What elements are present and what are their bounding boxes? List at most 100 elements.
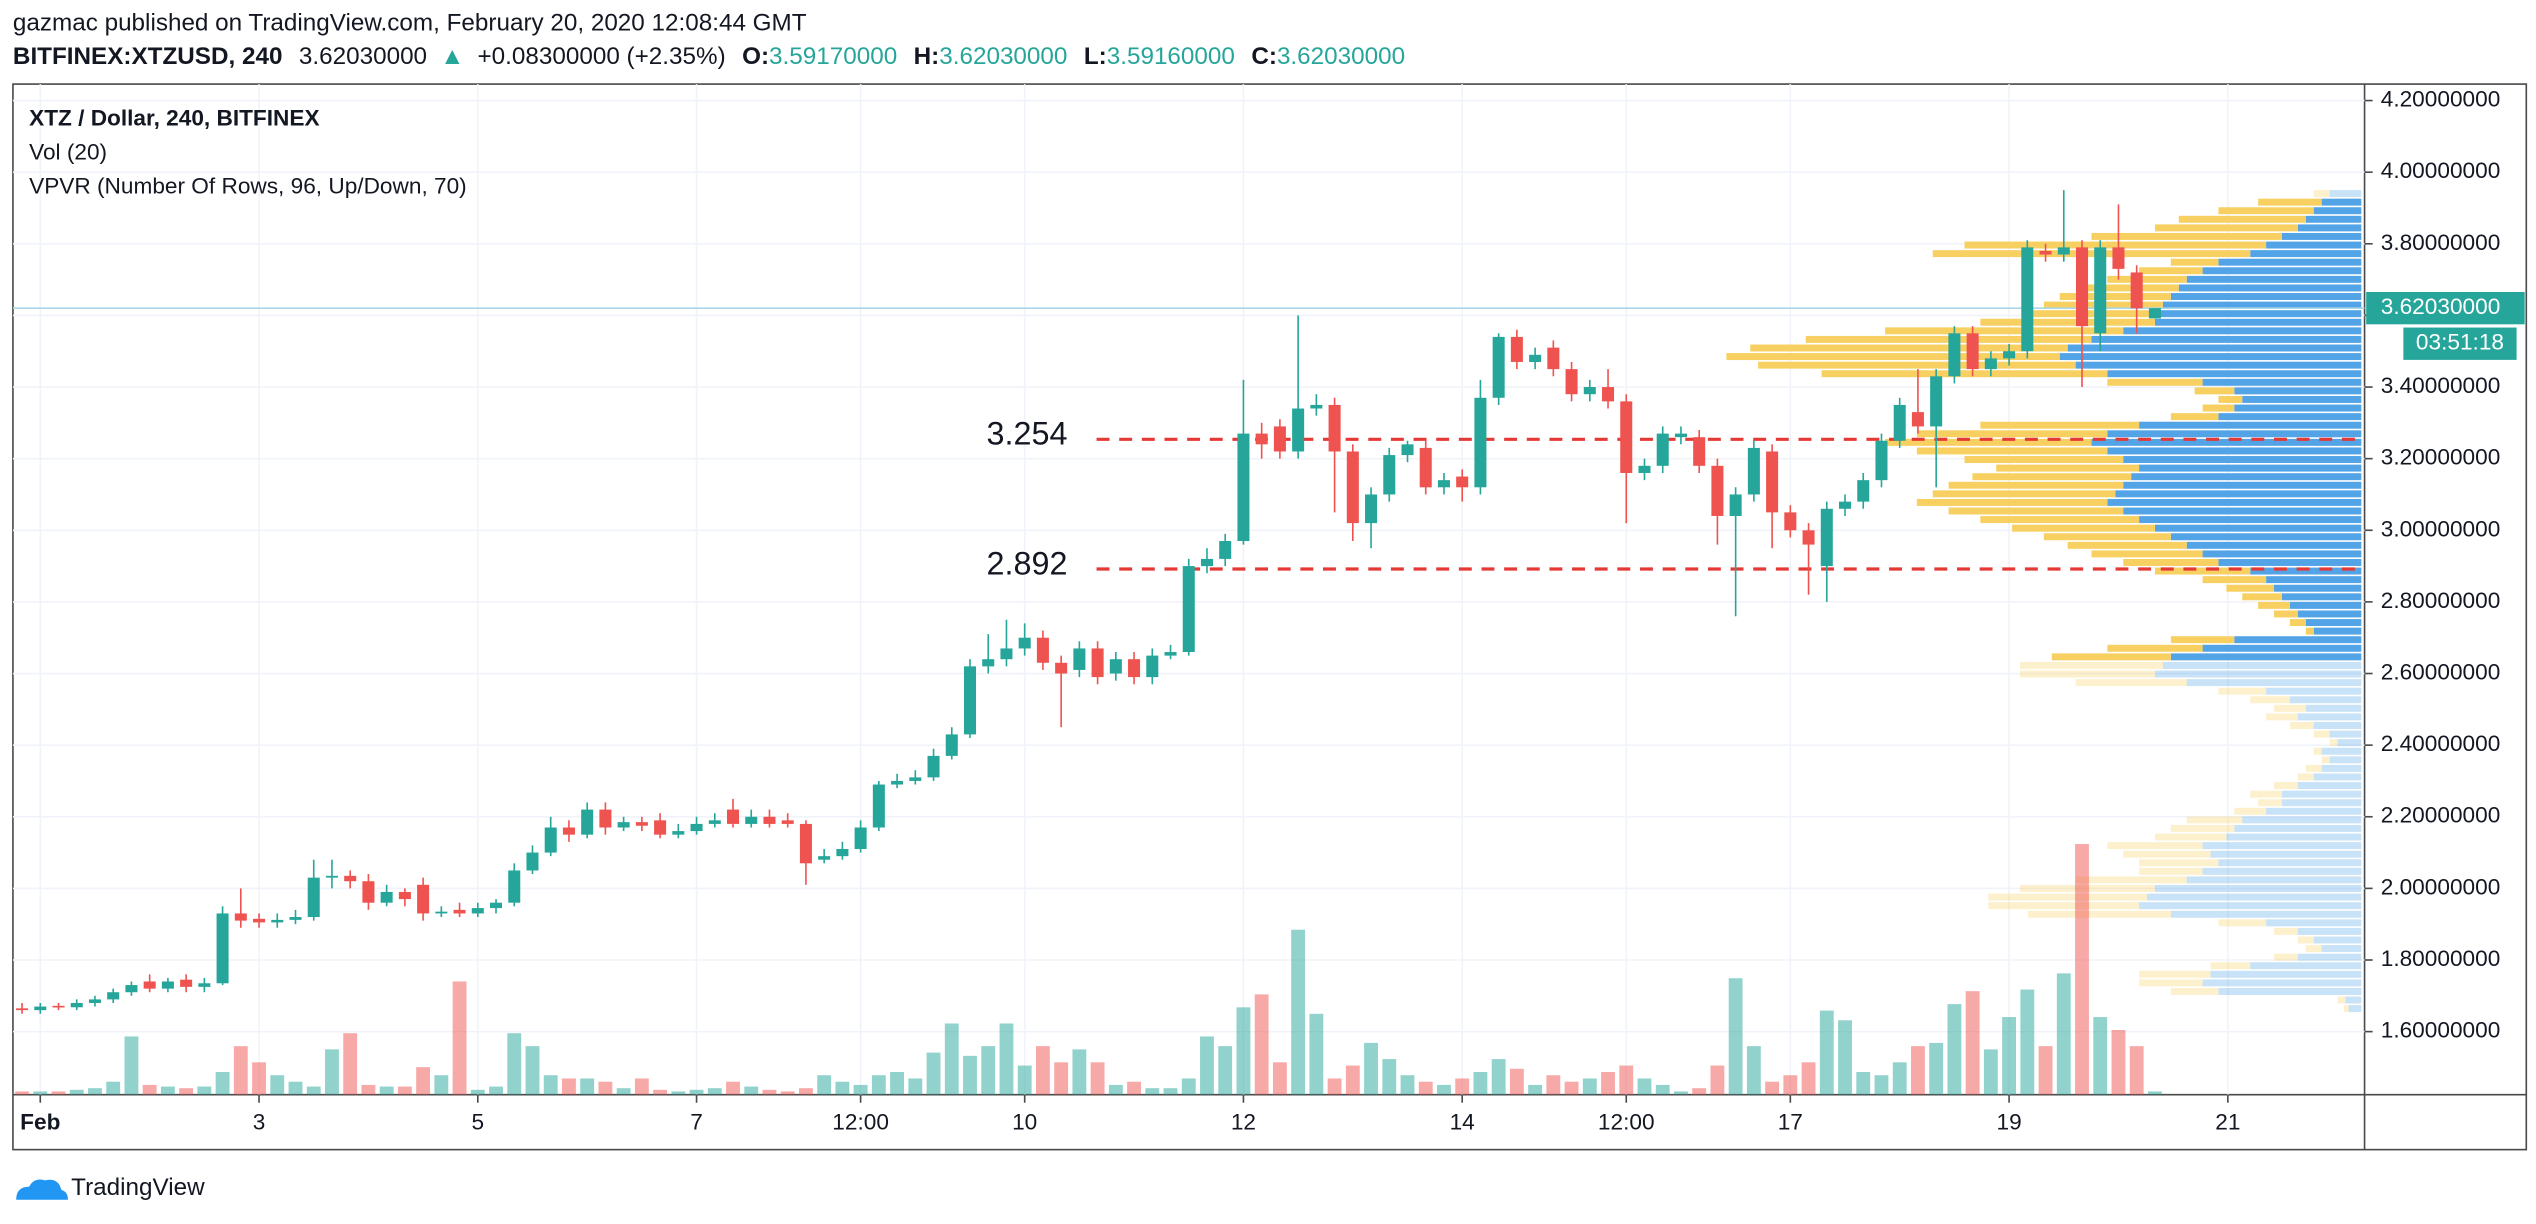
candle-body: [1200, 558, 1213, 567]
vpvr-down: [2313, 190, 2330, 198]
arrow: ▲: [440, 44, 464, 71]
candle-body: [2148, 308, 2161, 319]
vpvr-up: [2234, 404, 2362, 412]
volume-bar: [2147, 1091, 2162, 1095]
volume-bar: [1710, 1065, 1725, 1095]
volume-bar: [853, 1084, 868, 1095]
vpvr-down: [2139, 859, 2219, 867]
vpvr-down: [2266, 713, 2298, 721]
axes: 1.60000000 1.80000000 2.00000000 2.20000000…: [20, 87, 2525, 1135]
vpvr-up: [2186, 275, 2362, 283]
vpvr-down: [1948, 507, 2124, 515]
vpvr-up: [2297, 782, 2362, 790]
vpvr-up: [2234, 824, 2362, 832]
vpvr-up: [2139, 464, 2362, 472]
vpvr-up: [2202, 979, 2362, 987]
candle-body: [872, 784, 885, 828]
vpvr-up: [2321, 198, 2362, 206]
vpvr-down: [2274, 782, 2298, 790]
volume-bar: [2093, 1017, 2108, 1095]
volume-bar: [671, 1091, 686, 1095]
vpvr-down: [1996, 464, 2140, 472]
volume-bar: [580, 1078, 595, 1095]
candle-body: [1437, 480, 1450, 488]
volume-bar: [1746, 1046, 1761, 1095]
volume-bar: [1163, 1088, 1178, 1095]
vpvr-up: [2107, 447, 2362, 455]
volume-bar: [1929, 1042, 1944, 1095]
volume-bar: [1254, 994, 1269, 1095]
vpvr-down: [1885, 327, 2124, 335]
vpvr-down: [1980, 516, 2140, 524]
vpvr-up: [2297, 927, 2362, 935]
vpvr-down: [2170, 636, 2235, 644]
vpvr-up: [2281, 232, 2362, 240]
vpvr-up: [2266, 919, 2362, 927]
vpvr-up: [2281, 790, 2362, 798]
candle-body: [471, 908, 484, 914]
vpvr-down: [2194, 387, 2235, 395]
candle-body: [617, 822, 630, 828]
vpvr-down: [1932, 490, 2116, 498]
volume-bar: [215, 1072, 230, 1095]
volume-bar: [2129, 1046, 2144, 1095]
vpvr-up: [2218, 413, 2362, 421]
vpvr-down: [2218, 687, 2267, 695]
vpvr-down: [2075, 876, 2187, 884]
vpvr-down: [2289, 722, 2314, 729]
vpvr-up: [2154, 885, 2362, 892]
volume-bar: [616, 1088, 631, 1095]
candle-body: [1820, 508, 1833, 567]
volume-bar: [2056, 973, 2071, 1095]
candle-body: [581, 809, 594, 835]
vpvr-down: [1980, 318, 2155, 326]
vpvr-up: [2170, 910, 2362, 918]
vpvr-down: [2289, 619, 2306, 627]
volume-bar: [1108, 1084, 1123, 1095]
vpvr-down: [2202, 576, 2267, 584]
vpvr-up: [2202, 550, 2362, 558]
vpvr-up: [2313, 722, 2362, 729]
legend-volume: Vol (20): [29, 140, 107, 165]
vpvr-up: [2059, 353, 2362, 361]
volume-bar: [1200, 1036, 1214, 1095]
volume-bar: [1619, 1065, 1634, 1095]
vpvr-down: [2313, 730, 2330, 738]
vpvr-down: [2218, 207, 2314, 215]
candle-body: [453, 909, 466, 914]
x-tick-label: 5: [471, 1110, 484, 1135]
candle-body: [1109, 659, 1122, 674]
vpvr-up: [2170, 293, 2362, 300]
candle-body: [1966, 333, 1979, 370]
volume-bar: [1783, 1075, 1798, 1095]
vpvr-up: [2154, 670, 2362, 678]
candle-body: [526, 852, 539, 871]
x-tick-label: 3: [253, 1110, 266, 1135]
vpvr-down: [2321, 756, 2330, 764]
vpvr-up: [2186, 541, 2362, 549]
volume-bar: [634, 1078, 649, 1095]
vpvr-up: [2266, 241, 2362, 249]
candle-body: [2130, 272, 2143, 309]
candle-body: [1583, 387, 1596, 395]
candle-body: [836, 848, 849, 857]
candle-body: [143, 981, 156, 989]
volume-bar: [1692, 1088, 1707, 1095]
level-label: 3.254: [987, 416, 1068, 452]
vpvr-up: [2329, 730, 2362, 738]
candle-body: [2021, 247, 2034, 352]
candle-body: [1164, 652, 1177, 656]
volume-bar: [1054, 1062, 1069, 1095]
vpvr-up: [2242, 816, 2362, 824]
vpvr-up: [2218, 859, 2362, 867]
vpvr-down: [2123, 558, 2219, 566]
candle-body: [1948, 333, 1961, 377]
volume-bar: [1582, 1078, 1597, 1095]
vpvr-up: [2289, 601, 2362, 609]
vpvr-down: [2250, 696, 2290, 704]
volume-bar: [142, 1084, 157, 1095]
candle-body: [198, 983, 211, 987]
volume-bar: [543, 1075, 558, 1095]
volume-bar: [197, 1086, 212, 1095]
candle-body: [289, 917, 302, 920]
